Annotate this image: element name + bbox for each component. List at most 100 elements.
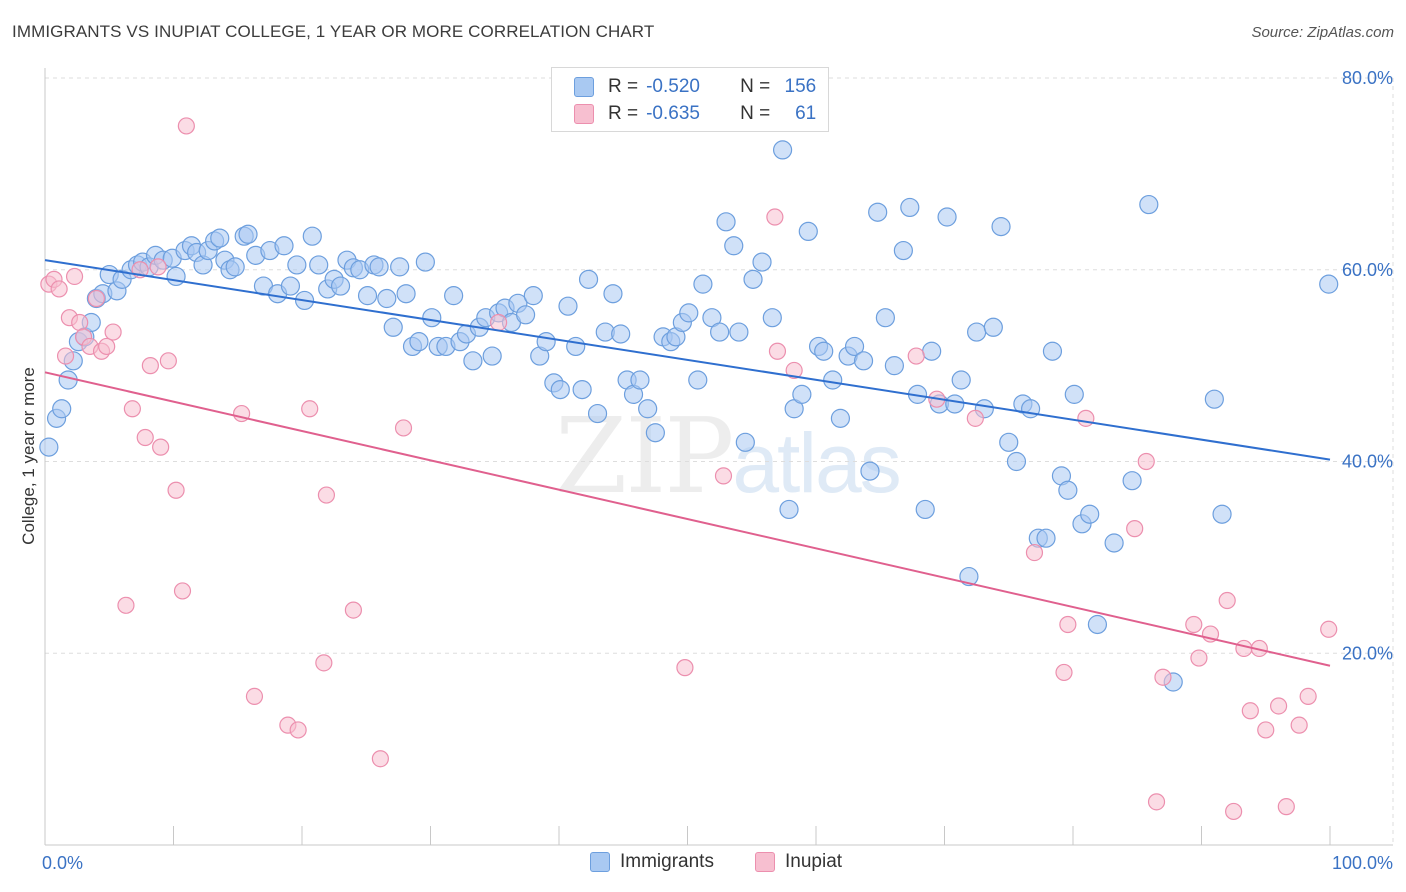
- immigrants-points: [39, 140, 1339, 692]
- immigrants-point: [798, 221, 818, 241]
- immigrants-point: [1087, 614, 1108, 635]
- immigrants-point: [280, 276, 301, 296]
- inupiat-point: [1126, 520, 1144, 538]
- immigrants-point: [772, 140, 793, 160]
- inupiat-point: [289, 721, 307, 739]
- immigrants-point: [945, 394, 965, 414]
- immigrants-point: [1036, 528, 1056, 548]
- immigrants-point: [1139, 194, 1159, 215]
- immigrants-point: [536, 332, 556, 352]
- inupiat-point: [344, 601, 362, 619]
- immigrants-point: [844, 336, 865, 357]
- immigrants-point: [523, 286, 543, 306]
- source-label: Source: ZipAtlas.com: [1251, 24, 1394, 41]
- inupiat-point: [1218, 591, 1236, 610]
- trend-layer: [44, 259, 1331, 667]
- immigrants-point: [814, 341, 834, 361]
- legend-row-inupiat: R = -0.635 N = 61: [574, 101, 816, 127]
- inupiat-point: [317, 486, 336, 504]
- immigrants-point: [922, 341, 942, 361]
- immigrants-point: [390, 257, 410, 277]
- immigrants-point: [1212, 504, 1232, 524]
- inupiat-point: [50, 280, 68, 298]
- legend-r-label: R =: [608, 76, 639, 97]
- inupiat-point: [141, 357, 159, 375]
- inupiat-point: [65, 267, 84, 286]
- immigrants-point: [951, 370, 971, 390]
- inupiat-point: [1147, 793, 1166, 811]
- immigrants-point: [377, 288, 397, 309]
- immigrants-swatch: [590, 852, 610, 872]
- inupiat-point: [1299, 687, 1317, 705]
- immigrants-point: [1058, 480, 1078, 500]
- immigrants-point: [645, 423, 665, 443]
- immigrants-point: [688, 370, 708, 390]
- immigrants-point: [729, 322, 749, 342]
- immigrants-trend-line: [44, 259, 1331, 461]
- immigrants-point: [482, 346, 502, 366]
- immigrants-point: [611, 324, 631, 344]
- inupiat-point: [136, 428, 154, 447]
- inupiat-point: [785, 361, 803, 380]
- immigrants-point: [710, 322, 730, 342]
- inupiat-point: [1025, 543, 1044, 562]
- immigrants-point: [792, 384, 812, 404]
- immigrants-point: [309, 255, 329, 275]
- inupiat-point: [1225, 802, 1243, 821]
- bottom-legend-inupiat: Inupiat: [755, 851, 842, 873]
- immigrants-point: [967, 322, 987, 342]
- inupiat-point: [966, 409, 984, 427]
- immigrants-point: [868, 202, 888, 222]
- inupiat-point: [56, 347, 75, 365]
- y-tick-label: 60.0%: [1342, 260, 1393, 280]
- inupiat-point: [1241, 702, 1259, 720]
- inupiat-trend-line: [44, 371, 1331, 667]
- inupiat-point: [173, 582, 192, 600]
- immigrants-point: [463, 351, 483, 371]
- immigrants-point: [959, 566, 979, 587]
- immigrants-point: [383, 317, 403, 337]
- legend-n-value: 61: [795, 103, 817, 124]
- inupiat-point: [394, 419, 413, 437]
- inupiat-point: [1277, 798, 1295, 816]
- immigrants-point: [860, 461, 880, 481]
- immigrants-point: [638, 399, 658, 419]
- immigrants-point: [853, 351, 874, 371]
- inupiat-swatch: [574, 104, 594, 124]
- legend-n-value: 156: [784, 76, 817, 97]
- inupiat-point: [1185, 615, 1203, 634]
- inupiat-point: [98, 337, 116, 356]
- immigrants-point: [743, 269, 763, 289]
- immigrants-point: [752, 252, 772, 272]
- axis-layer: [44, 68, 1393, 846]
- x-tick-label: 100.0%: [1332, 853, 1393, 873]
- grid-layer: [45, 77, 1394, 845]
- immigrants-point: [357, 286, 378, 306]
- tick-layer: 20.0% 40.0% 60.0% 80.0% 0.0% 100.0%: [42, 68, 1393, 873]
- immigrants-point: [572, 379, 592, 400]
- legend-r-value: -0.635: [646, 103, 700, 124]
- immigrants-point: [630, 370, 650, 390]
- inupiat-point: [766, 208, 784, 226]
- immigrants-point: [603, 284, 623, 304]
- inupiat-point: [152, 438, 170, 456]
- immigrants-point: [330, 276, 351, 296]
- inupiat-point: [1055, 663, 1073, 682]
- inupiat-swatch: [755, 852, 775, 872]
- inupiat-point: [714, 467, 733, 485]
- inupiat-point: [71, 313, 89, 332]
- immigrants-point: [274, 236, 294, 256]
- bottom-legend-immigrants-label: Immigrants: [620, 851, 714, 872]
- y-tick-label: 80.0%: [1342, 68, 1393, 88]
- inupiat-point: [907, 347, 925, 365]
- inupiat-point: [1077, 409, 1095, 427]
- immigrants-point: [915, 499, 935, 520]
- immigrants-point: [900, 197, 920, 218]
- immigrants-point: [762, 308, 782, 328]
- inupiat-point: [1257, 721, 1275, 739]
- x-tick-label: 0.0%: [42, 853, 83, 873]
- immigrants-point: [515, 305, 536, 325]
- legend: R = -0.520 N = 156 R = -0.635 N = 61: [551, 67, 829, 132]
- immigrants-point: [1319, 274, 1339, 294]
